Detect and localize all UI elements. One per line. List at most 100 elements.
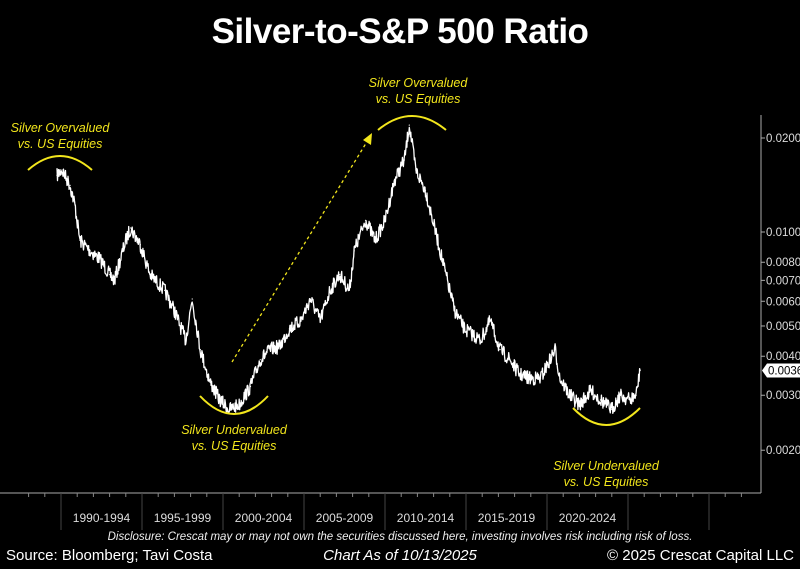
data-point [424,189,427,191]
y-tick-label: 0.0200 [766,133,800,145]
y-tick-label: 0.0030 [766,390,800,402]
annotations: Silver Overvalued vs. US Equities Silver… [11,76,660,489]
data-point [539,377,542,379]
y-tick-label: 0.0020 [766,445,800,457]
data-point [479,339,482,341]
data-point [619,394,621,396]
annotation-text: Silver Undervalued [553,459,660,473]
x-tick-label: 2015-2019 [478,511,536,525]
annotation-text: Silver Overvalued [369,76,469,90]
annotation-text: Silver Undervalued [181,423,288,437]
data-point [454,310,456,312]
x-tick-label: 1990-1994 [73,511,131,525]
data-point [408,124,410,126]
data-point [384,219,386,221]
data-point [339,274,341,276]
y-tick-label: 0.0060 [766,296,800,308]
series-line-group [56,124,641,414]
data-point [56,174,58,176]
chart-plot: 0.0200 0.0100 0.0080 0.0070 0.0060 0.0050 0.00… [0,76,800,530]
data-point [149,274,151,276]
data-point [639,369,641,372]
data-point [185,339,187,341]
disclosure: Disclosure: Crescat may or may not own t… [107,531,693,543]
data-point [590,390,592,392]
data-point [125,239,127,241]
data-point [69,184,71,186]
x-tick-label: 1995-1999 [154,511,212,525]
data-point [463,328,465,330]
y-tick-label: 0.0040 [766,351,800,363]
data-point [528,377,530,379]
data-point [364,219,367,221]
x-tick-label: 2005-2009 [316,511,374,525]
data-point [499,349,501,351]
annotation-arc [377,115,447,131]
data-point [74,204,76,206]
data-point [228,408,231,411]
data-point [394,179,396,181]
data-point [348,289,350,292]
annotation-arc [572,407,641,426]
data-point [329,289,331,292]
data-point [199,349,201,351]
data-point [559,377,561,379]
y-tick-label: 0.0070 [766,275,800,287]
annotation-text: Silver Overvalued [11,121,111,135]
data-point [599,399,602,401]
data-point [209,381,211,383]
data-point [279,345,281,348]
data-point [415,169,417,171]
annotation-text: vs. US Equities [376,92,461,106]
data-point [629,399,631,401]
data-point [164,289,166,292]
x-tick-label: 2000-2004 [235,511,293,525]
last-value-badge [762,363,800,378]
data-point [403,159,406,161]
annotation-text: vs. US Equities [192,439,277,453]
annotation-arrow [231,139,369,363]
data-point [288,328,291,330]
x-tick-label: 2020-2024 [559,511,617,525]
arrow-head-icon [363,133,372,145]
data-point [635,394,637,396]
data-point [173,310,175,312]
series-line [56,126,641,414]
data-point [319,320,321,322]
annotation-text: vs. US Equities [18,137,103,151]
axes: 0.0200 0.0100 0.0080 0.0070 0.0060 0.0050 0.00… [0,115,800,530]
data-point [238,404,240,406]
data-point [434,230,436,232]
y-tick-label: 0.0080 [766,257,800,269]
copyright: © 2025 Crescat Capital LLC [607,547,794,564]
y-tick-label: 0.0050 [766,321,800,333]
data-point [489,320,491,322]
data-point [191,298,193,300]
data-point [99,258,101,260]
chart-title: Silver-to-S&P 500 Ratio [211,12,589,51]
data-point [509,359,511,361]
data-point [374,239,376,241]
data-point [518,373,521,375]
source: Source: Bloomberg; Tavi Costa [6,547,213,564]
data-point [130,227,132,229]
data-point [61,169,63,171]
y-tick-label: 0.0100 [766,227,800,239]
data-point [113,279,116,281]
data-point [569,394,571,396]
data-point [444,270,446,272]
data-point [578,404,581,406]
data-point [109,274,111,276]
data-point [219,399,221,401]
data-point [249,385,252,388]
data-point [79,239,81,241]
data-point [611,408,613,411]
annotation-arc [199,395,269,415]
annotation-text: vs. US Equities [564,475,649,489]
x-tick-label: 2010-2014 [397,511,455,525]
annotation-arc [27,155,93,171]
data-point [89,250,91,252]
as-of-date: Chart As of 10/13/2025 [323,547,477,564]
data-point [269,349,271,351]
data-point [309,298,312,300]
